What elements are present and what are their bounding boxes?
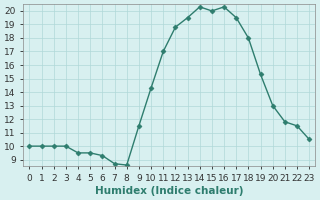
X-axis label: Humidex (Indice chaleur): Humidex (Indice chaleur) [95,186,244,196]
